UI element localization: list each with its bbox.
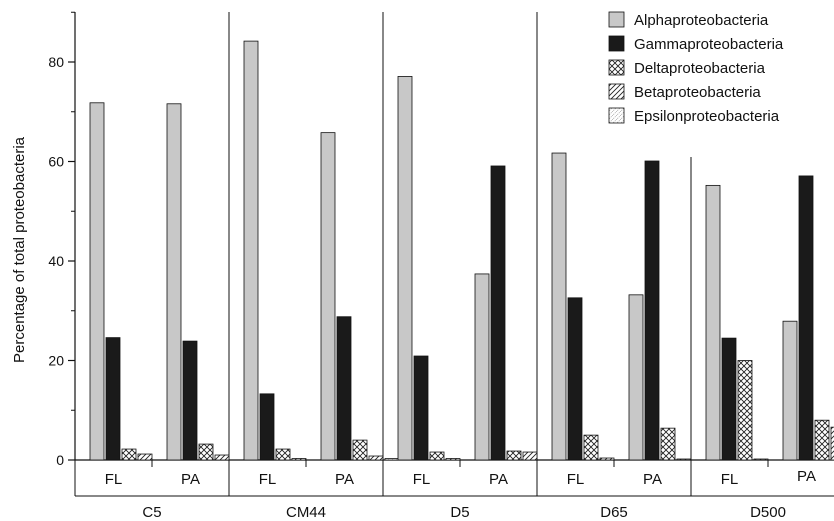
legend-label-deltaproteobacteria: Deltaproteobacteria — [634, 60, 766, 77]
legend-swatch-betaproteobacteria — [608, 83, 625, 100]
y-tick-label: 40 — [48, 253, 64, 269]
bar-alphaproteobacteria-d500-pa — [782, 320, 798, 461]
bars-layer — [89, 40, 834, 461]
bar-alphaproteobacteria-cm44-pa — [320, 132, 336, 461]
y-tick-label: 20 — [48, 353, 64, 369]
bar-betaproteobacteria-d500-pa — [830, 426, 834, 461]
x-fraction-label: PA — [489, 471, 508, 488]
bar-gammaproteobacteria-c5-fl — [105, 337, 121, 461]
bar-gammaproteobacteria-d5-fl — [413, 355, 429, 461]
bar-gammaproteobacteria-d500-pa — [798, 175, 814, 461]
bar-deltaproteobacteria-d5-fl — [429, 451, 445, 461]
x-fraction-label: FL — [105, 471, 123, 488]
bar-alphaproteobacteria-c5-fl — [89, 102, 105, 461]
x-group-label: D65 — [600, 504, 628, 521]
bar-betaproteobacteria-d500-fl — [753, 458, 769, 461]
bar-gammaproteobacteria-c5-pa — [182, 340, 198, 461]
x-fraction-label: PA — [797, 468, 816, 485]
legend-label-alphaproteobacteria: Alphaproteobacteria — [634, 12, 769, 29]
legend: Alphaproteobacteria Gammaproteobacteria De… — [608, 11, 784, 125]
y-tick-label: 0 — [56, 452, 64, 468]
bar-betaproteobacteria-d5-fl — [445, 458, 461, 461]
x-axis: FL PA FL PA FL PA FL PA FL PA C5 CM44 D5 D65 D500 — [74, 460, 834, 521]
bar-betaproteobacteria-cm44-pa — [368, 455, 384, 461]
x-group-label: D500 — [750, 504, 786, 521]
bar-gammaproteobacteria-d500-fl — [721, 337, 737, 461]
x-fraction-label: FL — [259, 471, 277, 488]
bar-gammaproteobacteria-d65-fl — [567, 297, 583, 461]
bar-alphaproteobacteria-d5-fl — [397, 76, 413, 461]
x-fraction-label: PA — [335, 471, 354, 488]
bar-betaproteobacteria-d5-pa — [522, 451, 538, 461]
legend-swatch-alphaproteobacteria — [608, 11, 625, 28]
bar-betaproteobacteria-d65-fl — [599, 457, 615, 461]
legend-label-gammaproteobacteria: Gammaproteobacteria — [634, 36, 784, 53]
bar-gammaproteobacteria-d5-pa — [490, 165, 506, 461]
y-axis-title: Percentage of total proteobacteria — [11, 136, 28, 363]
x-group-label: C5 — [142, 504, 161, 521]
bar-deltaproteobacteria-d500-pa — [814, 419, 830, 461]
legend-swatch-deltaproteobacteria — [608, 59, 625, 76]
bar-deltaproteobacteria-cm44-pa — [352, 439, 368, 461]
x-group-label: D5 — [450, 504, 469, 521]
bar-betaproteobacteria-c5-fl — [137, 453, 153, 461]
bar-alphaproteobacteria-d500-fl — [705, 184, 721, 461]
bar-gammaproteobacteria-d65-pa — [644, 160, 660, 461]
x-group-label: CM44 — [286, 504, 326, 521]
x-fraction-label: FL — [721, 471, 739, 488]
bar-betaproteobacteria-cm44-fl — [291, 458, 307, 461]
bar-alphaproteobacteria-d5-pa — [474, 273, 490, 461]
y-tick-label: 60 — [48, 154, 64, 170]
x-fraction-label: PA — [181, 471, 200, 488]
bar-deltaproteobacteria-d500-fl — [737, 360, 753, 461]
bar-alphaproteobacteria-d65-fl — [551, 152, 567, 461]
bar-betaproteobacteria-d65-pa — [676, 458, 692, 461]
bar-deltaproteobacteria-cm44-fl — [275, 448, 291, 461]
legend-swatch-epsilonproteobacteria — [608, 107, 625, 124]
x-fraction-label: PA — [643, 471, 662, 488]
x-fraction-label: FL — [413, 471, 431, 488]
bar-gammaproteobacteria-cm44-pa — [336, 316, 352, 461]
bar-epsilonproteobacteria-cm44-pa — [384, 458, 400, 461]
legend-label-epsilonproteobacteria: Epsilonproteobacteria — [634, 108, 780, 125]
bar-alphaproteobacteria-cm44-fl — [243, 40, 259, 461]
legend-label-betaproteobacteria: Betaproteobacteria — [634, 84, 761, 101]
legend-swatch-gammaproteobacteria — [608, 35, 625, 52]
bar-deltaproteobacteria-d5-pa — [506, 450, 522, 461]
bar-deltaproteobacteria-c5-fl — [121, 448, 137, 461]
bar-alphaproteobacteria-d65-pa — [628, 294, 644, 461]
bar-deltaproteobacteria-c5-pa — [198, 443, 214, 461]
bar-betaproteobacteria-c5-pa — [214, 454, 230, 461]
bar-alphaproteobacteria-c5-pa — [166, 103, 182, 461]
bar-deltaproteobacteria-d65-pa — [660, 427, 676, 461]
y-axis: 0 20 40 60 80 — [48, 11, 75, 468]
x-fraction-label: FL — [567, 471, 585, 488]
y-tick-label: 80 — [48, 54, 64, 70]
bar-deltaproteobacteria-d65-fl — [583, 434, 599, 461]
bar-gammaproteobacteria-cm44-fl — [259, 393, 275, 461]
